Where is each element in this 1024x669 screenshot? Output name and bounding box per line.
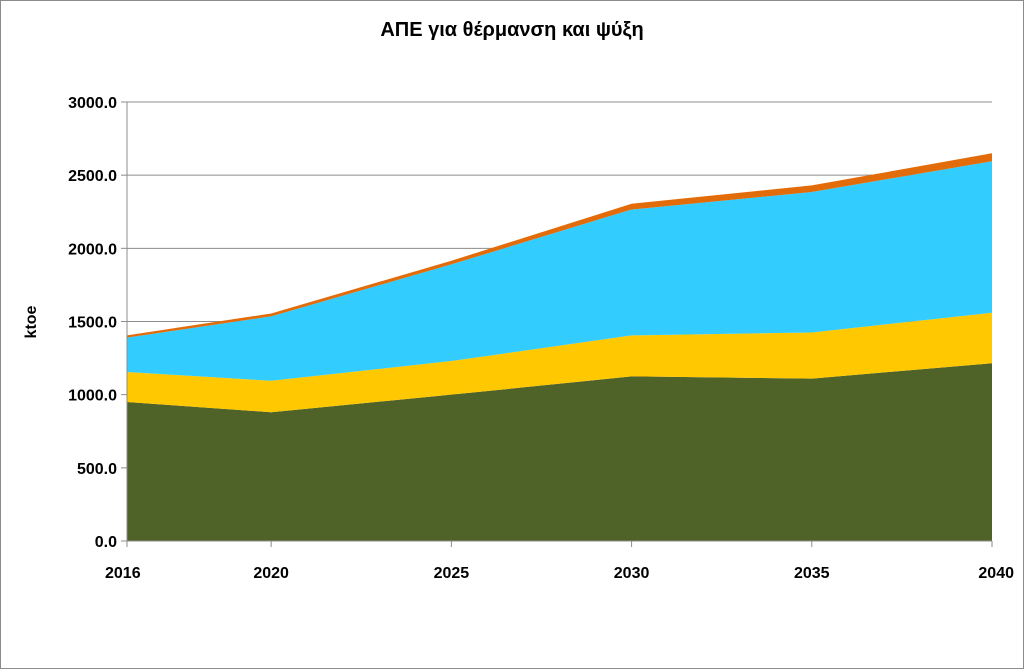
area-series-1 bbox=[127, 363, 992, 541]
y-tick-label: 3000.0 bbox=[68, 95, 117, 112]
area-series-group bbox=[127, 153, 992, 541]
x-tick-label: 2030 bbox=[614, 565, 650, 582]
y-tick-label: 2500.0 bbox=[68, 168, 117, 185]
x-tick-label: 2020 bbox=[253, 565, 289, 582]
axes: 0.0 500.0 1000.0 1500.0 2000.0 2500.0 3000.0 20… bbox=[68, 95, 1014, 582]
y-axis-label: ktoe bbox=[23, 305, 40, 338]
x-tick-label: 2016 bbox=[105, 565, 141, 582]
area-series-3 bbox=[127, 161, 992, 381]
area-series-4 bbox=[127, 153, 992, 338]
x-tick-label: 2025 bbox=[434, 565, 470, 582]
y-tick-label: 1000.0 bbox=[68, 388, 117, 405]
y-tick-label: 0.0 bbox=[95, 534, 117, 551]
x-tick-label: 2035 bbox=[794, 565, 830, 582]
chart-title: ΑΠΕ για θέρμανση και ψύξη bbox=[380, 19, 643, 41]
x-tick-label: 2040 bbox=[978, 565, 1014, 582]
y-tick-label: 2000.0 bbox=[68, 241, 117, 258]
area-series-2 bbox=[127, 312, 992, 413]
y-tick-label: 500.0 bbox=[77, 461, 117, 478]
y-tick-label: 1500.0 bbox=[68, 315, 117, 332]
